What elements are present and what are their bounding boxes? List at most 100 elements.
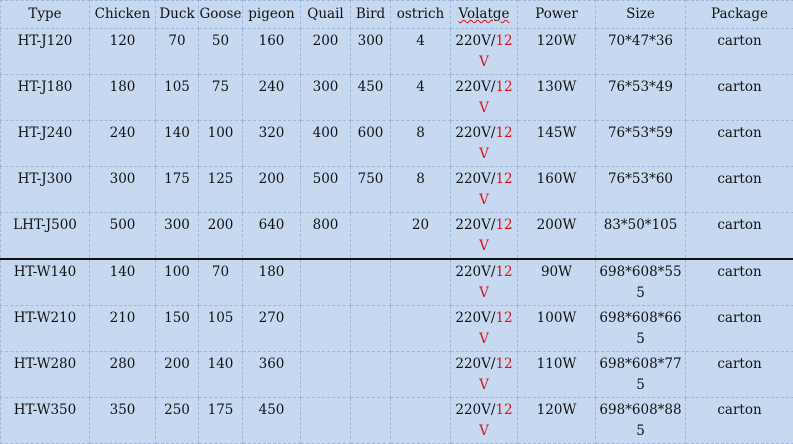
cell-chicken: 120 (90, 29, 156, 75)
cell-ostrich (391, 306, 451, 352)
cell-quail (301, 259, 351, 306)
column-header-chicken: Chicken (90, 1, 156, 29)
cell-voltage: 220V/12 V (451, 213, 518, 260)
cell-goose: 75 (199, 75, 243, 121)
cell-pigeon: 640 (243, 213, 301, 260)
voltage-unit: V (451, 144, 517, 165)
cell-package: carton (686, 259, 793, 306)
cell-type: HT-W140 (1, 259, 90, 306)
voltage-unit: V (451, 283, 517, 304)
cell-size: 698*608*885 (596, 398, 686, 444)
cell-bird (351, 306, 391, 352)
cell-chicken: 240 (90, 121, 156, 167)
cell-bird (351, 398, 391, 444)
voltage-unit: V (451, 329, 517, 350)
cell-goose: 50 (199, 29, 243, 75)
cell-pigeon: 160 (243, 29, 301, 75)
cell-pigeon: 270 (243, 306, 301, 352)
voltage-red-part: 12 (495, 79, 512, 95)
cell-power: 145W (518, 121, 596, 167)
voltage-red-part: 12 (495, 310, 512, 326)
column-header-size: Size (596, 1, 686, 29)
cell-ostrich: 8 (391, 167, 451, 213)
cell-type: HT-W210 (1, 306, 90, 352)
voltage-unit: V (451, 98, 517, 119)
cell-size: 76*53*49 (596, 75, 686, 121)
cell-chicken: 280 (90, 352, 156, 398)
voltage-unit: V (451, 190, 517, 211)
cell-voltage: 220V/12 V (451, 121, 518, 167)
cell-bird (351, 213, 391, 260)
column-header-pigeon: pigeon (243, 1, 301, 29)
cell-power: 120W (518, 29, 596, 75)
column-header-volatge: Volatge (451, 1, 518, 29)
cell-goose: 140 (199, 352, 243, 398)
cell-chicken: 210 (90, 306, 156, 352)
cell-voltage: 220V/12 V (451, 306, 518, 352)
cell-power: 90W (518, 259, 596, 306)
voltage-red-part: 12 (495, 217, 512, 233)
voltage-main: 220V/ (455, 217, 495, 233)
cell-pigeon: 240 (243, 75, 301, 121)
cell-size: 70*47*36 (596, 29, 686, 75)
cell-ostrich: 4 (391, 75, 451, 121)
cell-bird: 300 (351, 29, 391, 75)
cell-goose: 175 (199, 398, 243, 444)
cell-quail: 200 (301, 29, 351, 75)
voltage-red-part: 12 (495, 356, 512, 372)
cell-bird: 450 (351, 75, 391, 121)
cell-power: 160W (518, 167, 596, 213)
cell-voltage: 220V/12 V (451, 352, 518, 398)
cell-goose: 125 (199, 167, 243, 213)
cell-quail (301, 306, 351, 352)
cell-pigeon: 200 (243, 167, 301, 213)
cell-type: HT-W280 (1, 352, 90, 398)
cell-size: 698*608*665 (596, 306, 686, 352)
cell-quail (301, 398, 351, 444)
cell-ostrich: 20 (391, 213, 451, 260)
voltage-red-part: 12 (495, 264, 512, 280)
cell-package: carton (686, 352, 793, 398)
voltage-unit: V (451, 375, 517, 396)
cell-duck: 250 (156, 398, 199, 444)
cell-chicken: 180 (90, 75, 156, 121)
cell-duck: 200 (156, 352, 199, 398)
cell-package: carton (686, 398, 793, 444)
cell-pigeon: 360 (243, 352, 301, 398)
cell-goose: 100 (199, 121, 243, 167)
voltage-red-part: 12 (495, 125, 512, 141)
cell-bird: 600 (351, 121, 391, 167)
voltage-main: 220V/ (455, 33, 495, 49)
cell-size: 76*53*59 (596, 121, 686, 167)
column-header-quail: Quail (301, 1, 351, 29)
cell-package: carton (686, 75, 793, 121)
column-header-power: Power (518, 1, 596, 29)
cell-type: HT-J240 (1, 121, 90, 167)
voltage-unit: V (451, 236, 517, 257)
cell-size: 83*50*105 (596, 213, 686, 260)
cell-goose: 105 (199, 306, 243, 352)
column-header-goose: Goose (199, 1, 243, 29)
voltage-red-part: 12 (495, 171, 512, 187)
voltage-main: 220V/ (455, 310, 495, 326)
cell-ostrich: 8 (391, 121, 451, 167)
voltage-main: 220V/ (455, 356, 495, 372)
cell-goose: 70 (199, 259, 243, 306)
cell-chicken: 500 (90, 213, 156, 260)
voltage-red-part: 12 (495, 402, 512, 418)
cell-pigeon: 320 (243, 121, 301, 167)
cell-ostrich (391, 259, 451, 306)
cell-ostrich (391, 398, 451, 444)
cell-duck: 150 (156, 306, 199, 352)
cell-type: HT-J300 (1, 167, 90, 213)
voltage-red-part: 12 (495, 33, 512, 49)
voltage-main: 220V/ (455, 125, 495, 141)
column-header-bird: Bird (351, 1, 391, 29)
